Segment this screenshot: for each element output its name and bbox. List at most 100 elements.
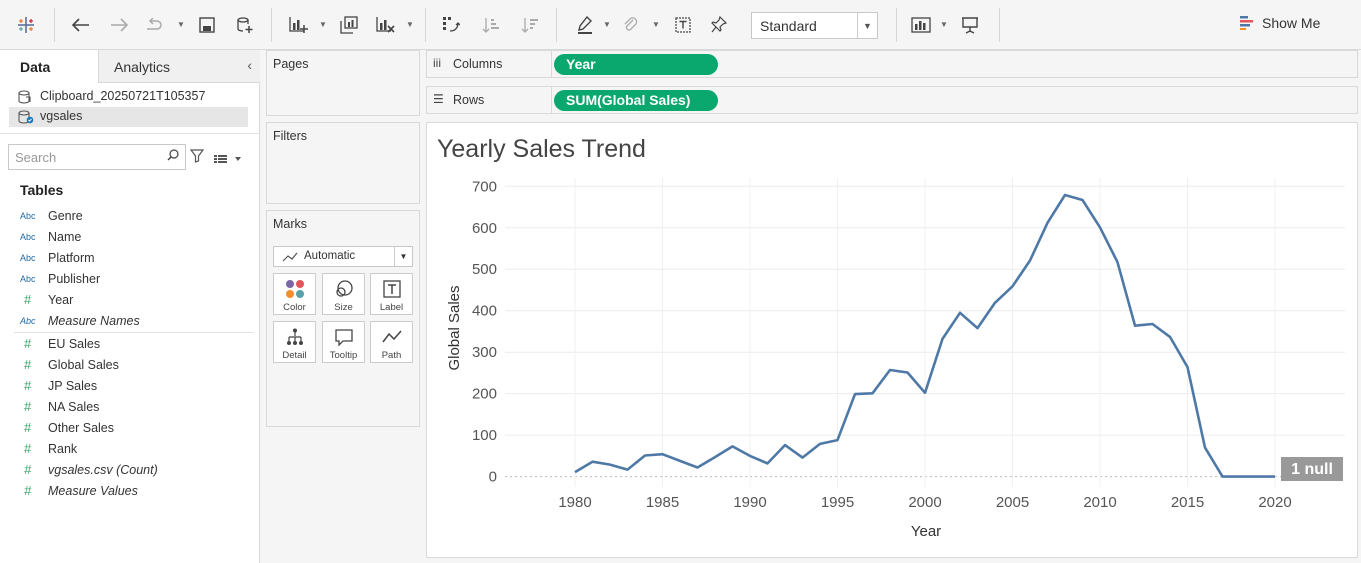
number-type-icon: # (24, 357, 32, 372)
detail-icon (274, 327, 315, 347)
show-me-button[interactable]: Show Me (1240, 15, 1320, 31)
clear-sheet-icon[interactable] (373, 12, 399, 38)
chart-type-dropdown-icon[interactable]: ▼ (940, 20, 948, 29)
rows-pill-sum-global-sales[interactable]: SUM(Global Sales) (554, 90, 718, 111)
group-dropdown-icon[interactable]: ▼ (652, 20, 660, 29)
line-chart[interactable]: 0 100 200 300 400 500 600 700 1980 1985 1990 1995 2… (427, 123, 1357, 557)
duplicate-sheet-icon[interactable] (336, 12, 362, 38)
worksheet-view: Yearly Sales Trend 0 100 200 300 400 500 600 70… (426, 122, 1358, 558)
string-type-icon: Abc (20, 253, 36, 263)
toolbar-divider (271, 8, 272, 42)
field-eu-sales[interactable]: # EU Sales (20, 336, 101, 355)
show-me-icon (1240, 16, 1253, 30)
redo-icon[interactable] (106, 12, 132, 38)
undo-icon[interactable] (68, 12, 94, 38)
search-field[interactable]: Search (8, 144, 186, 170)
path-icon (371, 327, 412, 347)
filter-icon[interactable] (189, 149, 205, 168)
number-type-icon: # (24, 462, 32, 477)
clear-sheet-dropdown-icon[interactable]: ▼ (406, 20, 414, 29)
chevron-down-icon[interactable]: ▼ (857, 13, 877, 38)
filters-title: Filters (273, 129, 308, 143)
field-label: Measure Values (48, 484, 138, 498)
field-jp-sales[interactable]: # JP Sales (20, 378, 98, 397)
filters-card[interactable]: Filters (266, 122, 420, 204)
new-datasource-icon[interactable] (232, 12, 258, 38)
tab-analytics[interactable]: Analytics ‹ (98, 50, 260, 83)
toolbar-divider (425, 8, 426, 42)
pages-card[interactable]: Pages (266, 50, 420, 116)
highlight-dropdown-icon[interactable]: ▼ (603, 20, 611, 29)
series-line[interactable] (574, 193, 1275, 478)
tab-data[interactable]: Data (0, 50, 98, 83)
string-type-icon: Abc (20, 274, 36, 284)
sort-descending-icon[interactable] (517, 12, 543, 38)
color-button[interactable]: Color (273, 273, 316, 315)
detail-label: Detail (282, 350, 307, 361)
field-measure-values[interactable]: # Measure Values (20, 483, 138, 502)
columns-pill-year[interactable]: Year (554, 54, 718, 75)
worksheet-title[interactable]: Yearly Sales Trend (437, 135, 646, 163)
chevron-down-icon[interactable]: ▼ (394, 247, 412, 266)
field-platform[interactable]: Abc Platform (20, 251, 95, 269)
replay-dropdown-icon[interactable]: ▼ (177, 20, 185, 29)
presentation-icon[interactable] (957, 12, 983, 38)
highlight-icon[interactable] (572, 12, 598, 38)
label-button[interactable]: Label (370, 273, 413, 315)
collapse-pane-icon[interactable]: ‹ (247, 57, 252, 73)
color-icon (274, 279, 315, 299)
number-type-icon: # (24, 399, 32, 414)
field-label: Year (48, 293, 74, 307)
field-label: EU Sales (48, 337, 101, 351)
y-tick-label: 100 (472, 427, 497, 444)
size-button[interactable]: Size (322, 273, 365, 315)
save-icon[interactable] (194, 12, 220, 38)
size-label: Size (334, 302, 353, 313)
new-worksheet-dropdown-icon[interactable]: ▼ (319, 20, 327, 29)
x-tick-label: 2005 (996, 494, 1029, 511)
field-global-sales[interactable]: # Global Sales (20, 357, 119, 376)
group-icon[interactable] (618, 12, 644, 38)
path-button[interactable]: Path (370, 321, 413, 363)
tooltip-label: Tooltip (329, 350, 358, 361)
pin-icon[interactable] (706, 12, 732, 38)
number-type-icon: # (24, 420, 32, 435)
chart-type-icon[interactable] (908, 12, 934, 38)
field-label: JP Sales (48, 379, 98, 393)
field-count[interactable]: # vgsales.csv (Count) (20, 462, 158, 481)
datasource-vgsales[interactable]: vgsales (9, 107, 248, 127)
field-year[interactable]: # Year (20, 292, 74, 311)
line-mark-icon (282, 252, 298, 262)
mark-size-select[interactable]: Standard ▼ (751, 12, 878, 39)
field-publisher[interactable]: Abc Publisher (20, 272, 100, 290)
pages-title: Pages (273, 57, 309, 71)
field-genre[interactable]: Abc Genre (20, 209, 83, 227)
field-rank[interactable]: # Rank (20, 441, 77, 460)
datasource-clipboard[interactable]: Clipboard_20250721T105357 (9, 87, 248, 107)
rows-shelf[interactable]: ☰ Rows SUM(Global Sales) (426, 86, 1358, 114)
columns-shelf[interactable]: iii Columns Year (426, 50, 1358, 78)
replay-icon[interactable] (143, 12, 169, 38)
sort-ascending-icon[interactable] (478, 12, 504, 38)
rows-icon: ☰ (433, 92, 444, 106)
tableau-logo-icon[interactable] (13, 12, 39, 38)
view-options-icon[interactable] (214, 151, 242, 169)
field-other-sales[interactable]: # Other Sales (20, 420, 114, 439)
search-icon[interactable] (167, 149, 179, 164)
tooltip-button[interactable]: Tooltip (322, 321, 365, 363)
tooltip-icon (323, 327, 364, 347)
field-label: Name (48, 230, 82, 244)
field-measure-names[interactable]: Abc Measure Names (20, 314, 140, 332)
show-labels-icon[interactable] (670, 12, 696, 38)
new-worksheet-icon[interactable] (286, 12, 312, 38)
mark-type-select[interactable]: Automatic ▼ (273, 246, 413, 267)
field-na-sales[interactable]: # NA Sales (20, 399, 99, 418)
detail-button[interactable]: Detail (273, 321, 316, 363)
null-indicator[interactable]: 1 null (1281, 457, 1343, 481)
tables-heading: Tables (20, 182, 64, 198)
toolbar-divider (556, 8, 557, 42)
swap-axes-icon[interactable] (438, 12, 464, 38)
datasource-label: vgsales (40, 109, 83, 123)
field-name[interactable]: Abc Name (20, 230, 81, 248)
toolbar-divider (999, 8, 1000, 42)
